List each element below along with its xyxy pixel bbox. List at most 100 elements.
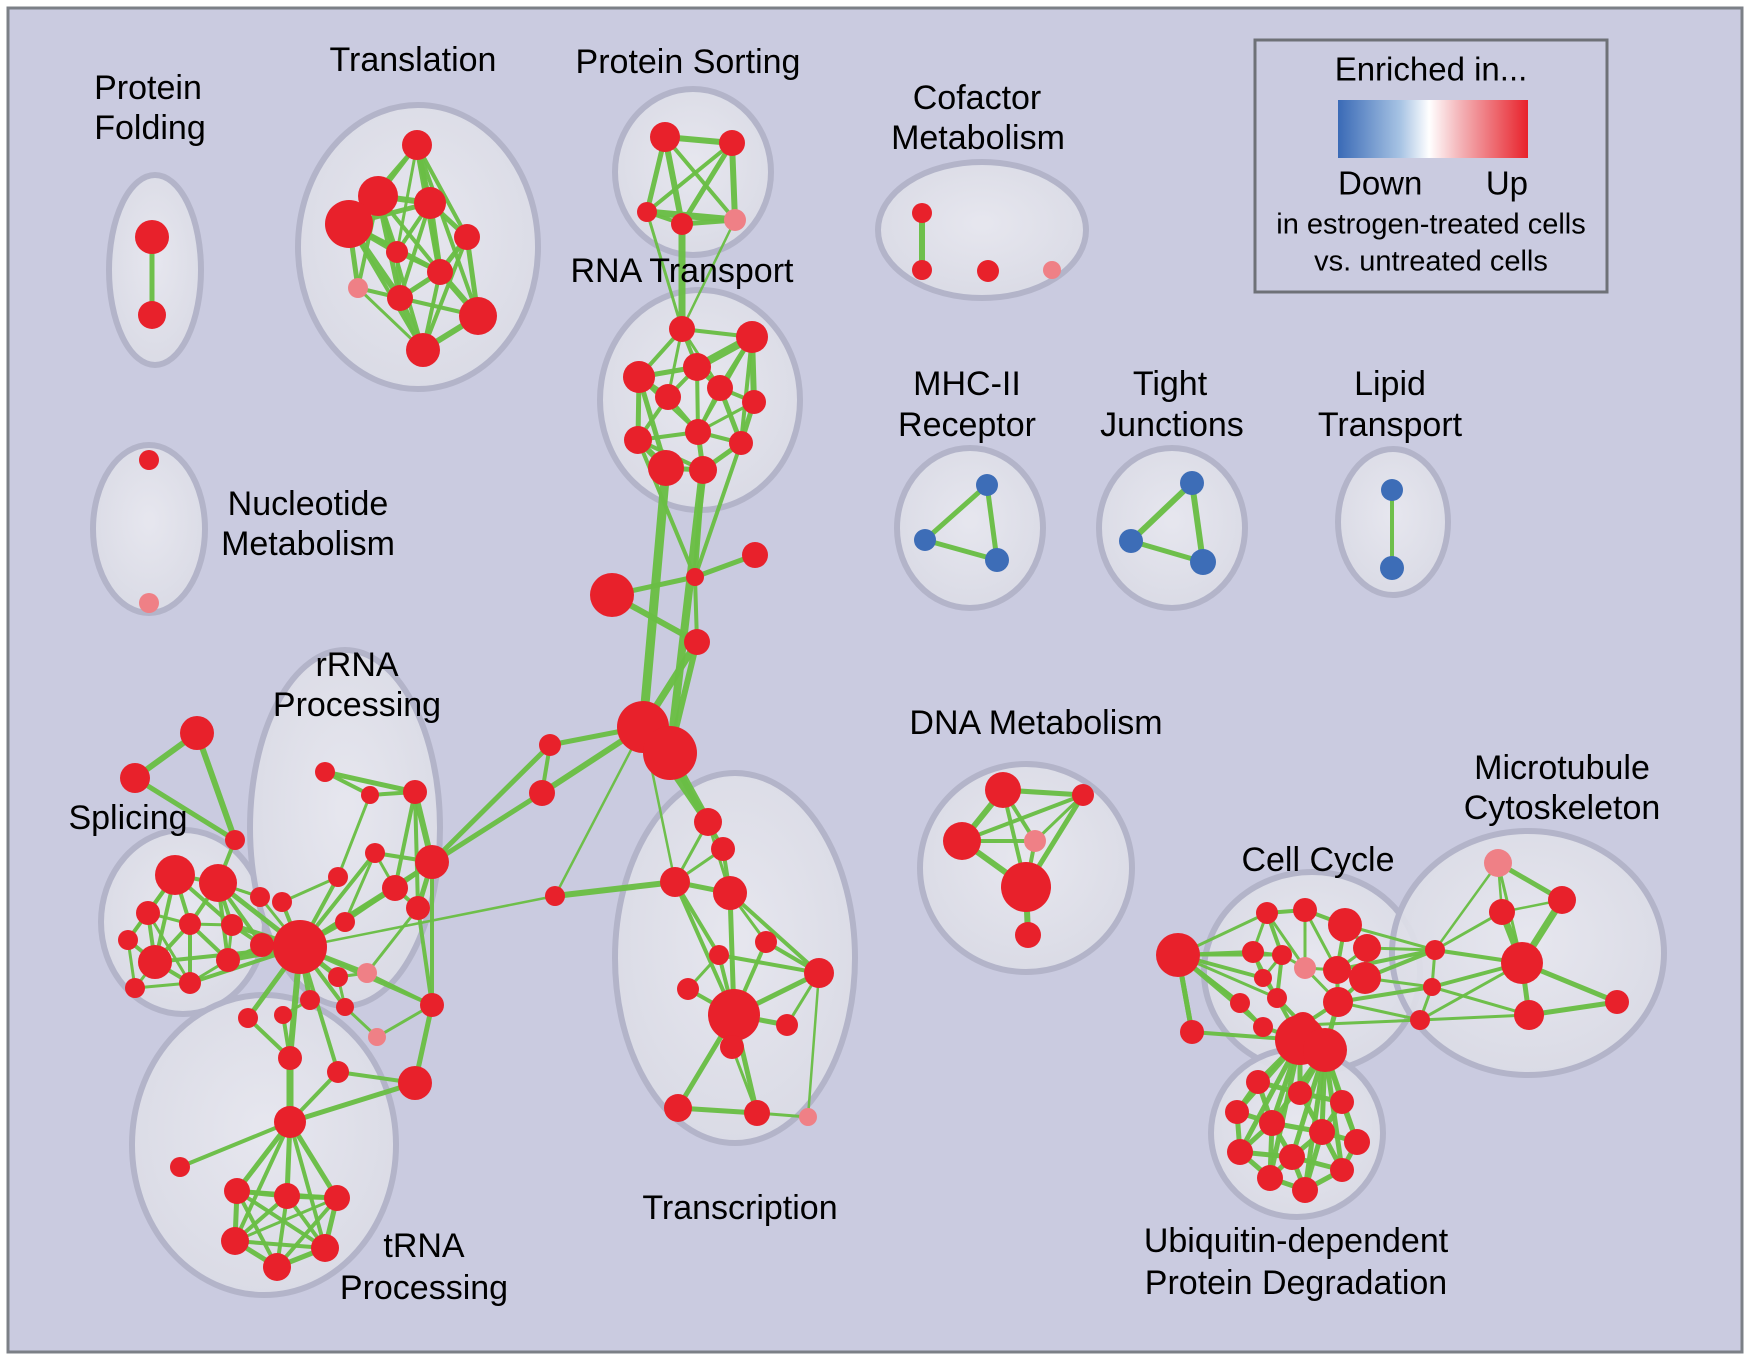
cluster-label: rRNA [315, 646, 398, 684]
cluster-label: MHC-II [913, 365, 1021, 403]
cluster-label: Cofactor [913, 79, 1042, 117]
gene-set-node [711, 837, 735, 861]
gene-set-node [328, 867, 348, 887]
gene-set-node [135, 220, 169, 254]
gene-set-overlap-edge [728, 891, 821, 975]
cluster-label: Ubiquitin-dependent [1144, 1222, 1449, 1260]
gene-set-node [1344, 1129, 1370, 1155]
gene-set-node [1514, 1000, 1544, 1030]
cluster-label: tRNA [383, 1227, 465, 1265]
gene-set-node [1180, 1020, 1204, 1044]
gene-set-overlap-edge [233, 1120, 292, 1243]
legend-subtitle-line2: vs. untreated cells [1314, 246, 1548, 278]
gene-set-node [335, 912, 355, 932]
gene-set-node [976, 474, 998, 496]
gene-set-node [1119, 529, 1143, 553]
gene-set-node [361, 786, 379, 804]
cluster-label: Protein Sorting [576, 43, 801, 81]
gene-set-overlap-edge [233, 1196, 339, 1243]
gene-set-node [1259, 1110, 1285, 1136]
gene-set-node [1292, 1177, 1318, 1203]
legend-subtitle-line1: in estrogen-treated cells [1276, 209, 1586, 241]
gene-set-node [664, 1094, 692, 1122]
gene-set-overlap-edge [415, 143, 480, 318]
gene-set-node [1489, 899, 1515, 925]
gene-set-overlap-edge [1128, 480, 1195, 544]
gene-set-node [689, 456, 717, 484]
gene-set-node [386, 241, 408, 263]
gene-set-node [719, 130, 745, 156]
gene-set-node [1353, 934, 1381, 962]
gene-set-node [708, 989, 760, 1041]
gene-set-overlap-edge [178, 1120, 292, 1169]
gene-set-overlap-edge [1189, 480, 1206, 565]
gene-set-overlap-edge [235, 1189, 279, 1269]
gene-set-node [216, 948, 240, 972]
gene-set-overlap-edge [693, 441, 743, 579]
gene-set-overlap-edge [233, 1239, 327, 1250]
legend-up-label: Up [1486, 165, 1528, 202]
cluster-label: Processing [340, 1269, 508, 1307]
gene-set-node [539, 734, 561, 756]
gene-set-node [1484, 849, 1512, 877]
gene-set-node [1043, 261, 1061, 279]
gene-set-node [1330, 1158, 1354, 1182]
gene-set-node [648, 450, 684, 486]
cluster-label: Microtubule [1474, 749, 1650, 787]
gene-set-overlap-edge [645, 141, 734, 214]
gene-set-node [179, 913, 201, 935]
gene-set-node [1294, 957, 1316, 979]
gene-set-node [736, 321, 768, 353]
cluster-label: Transport [1318, 406, 1463, 444]
cluster-ellipse-tight-junctions [1096, 445, 1248, 611]
gene-set-node [1267, 988, 1287, 1008]
gene-set-overlap-edge [1336, 985, 1434, 1004]
gene-set-overlap-edge [1033, 793, 1085, 843]
gene-set-node [799, 1108, 817, 1126]
gene-set-overlap-edge [343, 851, 377, 924]
gene-set-node [1381, 479, 1403, 501]
gene-set-overlap-edge [1265, 911, 1307, 970]
cluster-label: Protein [94, 69, 202, 107]
gene-set-overlap-edge [395, 143, 419, 254]
gene-set-node [328, 967, 348, 987]
gene-set-nodes [118, 122, 1629, 1281]
gene-set-overlap-edge [922, 537, 1000, 563]
gene-set-node [1349, 962, 1381, 994]
gene-set-node [387, 285, 413, 311]
gene-set-node [136, 901, 160, 925]
gene-set-node [623, 361, 655, 393]
gene-set-node [403, 780, 427, 804]
gene-set-overlap-edge [194, 730, 238, 843]
gene-set-node [1190, 549, 1216, 575]
gene-set-node [914, 529, 936, 551]
gene-set-overlap-edge [663, 135, 737, 222]
gene-set-node [406, 333, 440, 367]
gene-set-node [1254, 969, 1272, 987]
gene-set-node [804, 958, 834, 988]
cluster-label: Protein Degradation [1145, 1264, 1447, 1302]
gene-set-overlap-edge [393, 790, 417, 890]
gene-set-node [125, 978, 145, 998]
gene-set-node [221, 914, 243, 936]
gene-set-node [744, 1100, 770, 1126]
gene-set-overlap-edge [692, 467, 706, 580]
gene-set-overlap-edge [336, 793, 372, 879]
gene-set-node [365, 843, 385, 863]
gene-set-node [1323, 987, 1353, 1017]
gene-set-overlap-edge [376, 194, 425, 352]
gene-set-node [336, 998, 354, 1016]
gene-set-overlap-edge [365, 906, 420, 975]
gene-set-node [529, 780, 555, 806]
gene-set-node [415, 845, 449, 879]
gene-set-node [985, 772, 1021, 808]
gene-set-overlap-edge [235, 1189, 327, 1250]
gene-set-node [637, 202, 657, 222]
legend-title: Enriched in... [1335, 51, 1528, 88]
cluster-label: Junctions [1100, 406, 1244, 444]
gene-set-node [742, 542, 768, 568]
gene-set-node [382, 875, 408, 901]
